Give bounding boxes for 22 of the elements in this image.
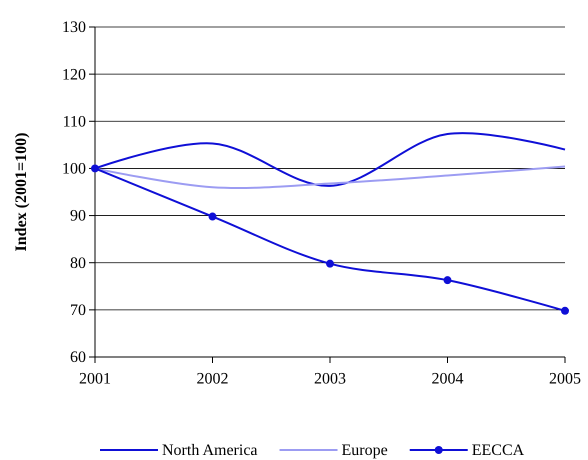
- y-tick-label: 60: [70, 349, 86, 366]
- legend-label: Europe: [342, 442, 388, 459]
- y-tick-label: 80: [70, 254, 86, 272]
- y-tick-label: 90: [70, 208, 86, 225]
- legend-label: North America: [162, 442, 258, 459]
- legend-label: EECCA: [472, 442, 525, 459]
- x-tick-label: 2005: [549, 370, 581, 388]
- x-tick-label: 2002: [196, 370, 228, 388]
- point: [91, 164, 99, 172]
- x-tick-label: 2001: [79, 370, 111, 388]
- y-tick-label: 120: [62, 66, 86, 84]
- y-axis-title: Index (2001=100): [13, 132, 30, 252]
- x-tick-label: 2003: [314, 370, 346, 388]
- point: [444, 276, 452, 284]
- y-tick-label: 130: [62, 19, 86, 36]
- x-tick-label: 2004: [432, 370, 464, 388]
- point: [326, 260, 334, 268]
- point: [208, 212, 216, 220]
- y-tick-label: 70: [70, 302, 86, 319]
- point: [561, 306, 569, 315]
- y-tick-label: 110: [62, 113, 86, 130]
- y-tick-label: 100: [62, 160, 86, 178]
